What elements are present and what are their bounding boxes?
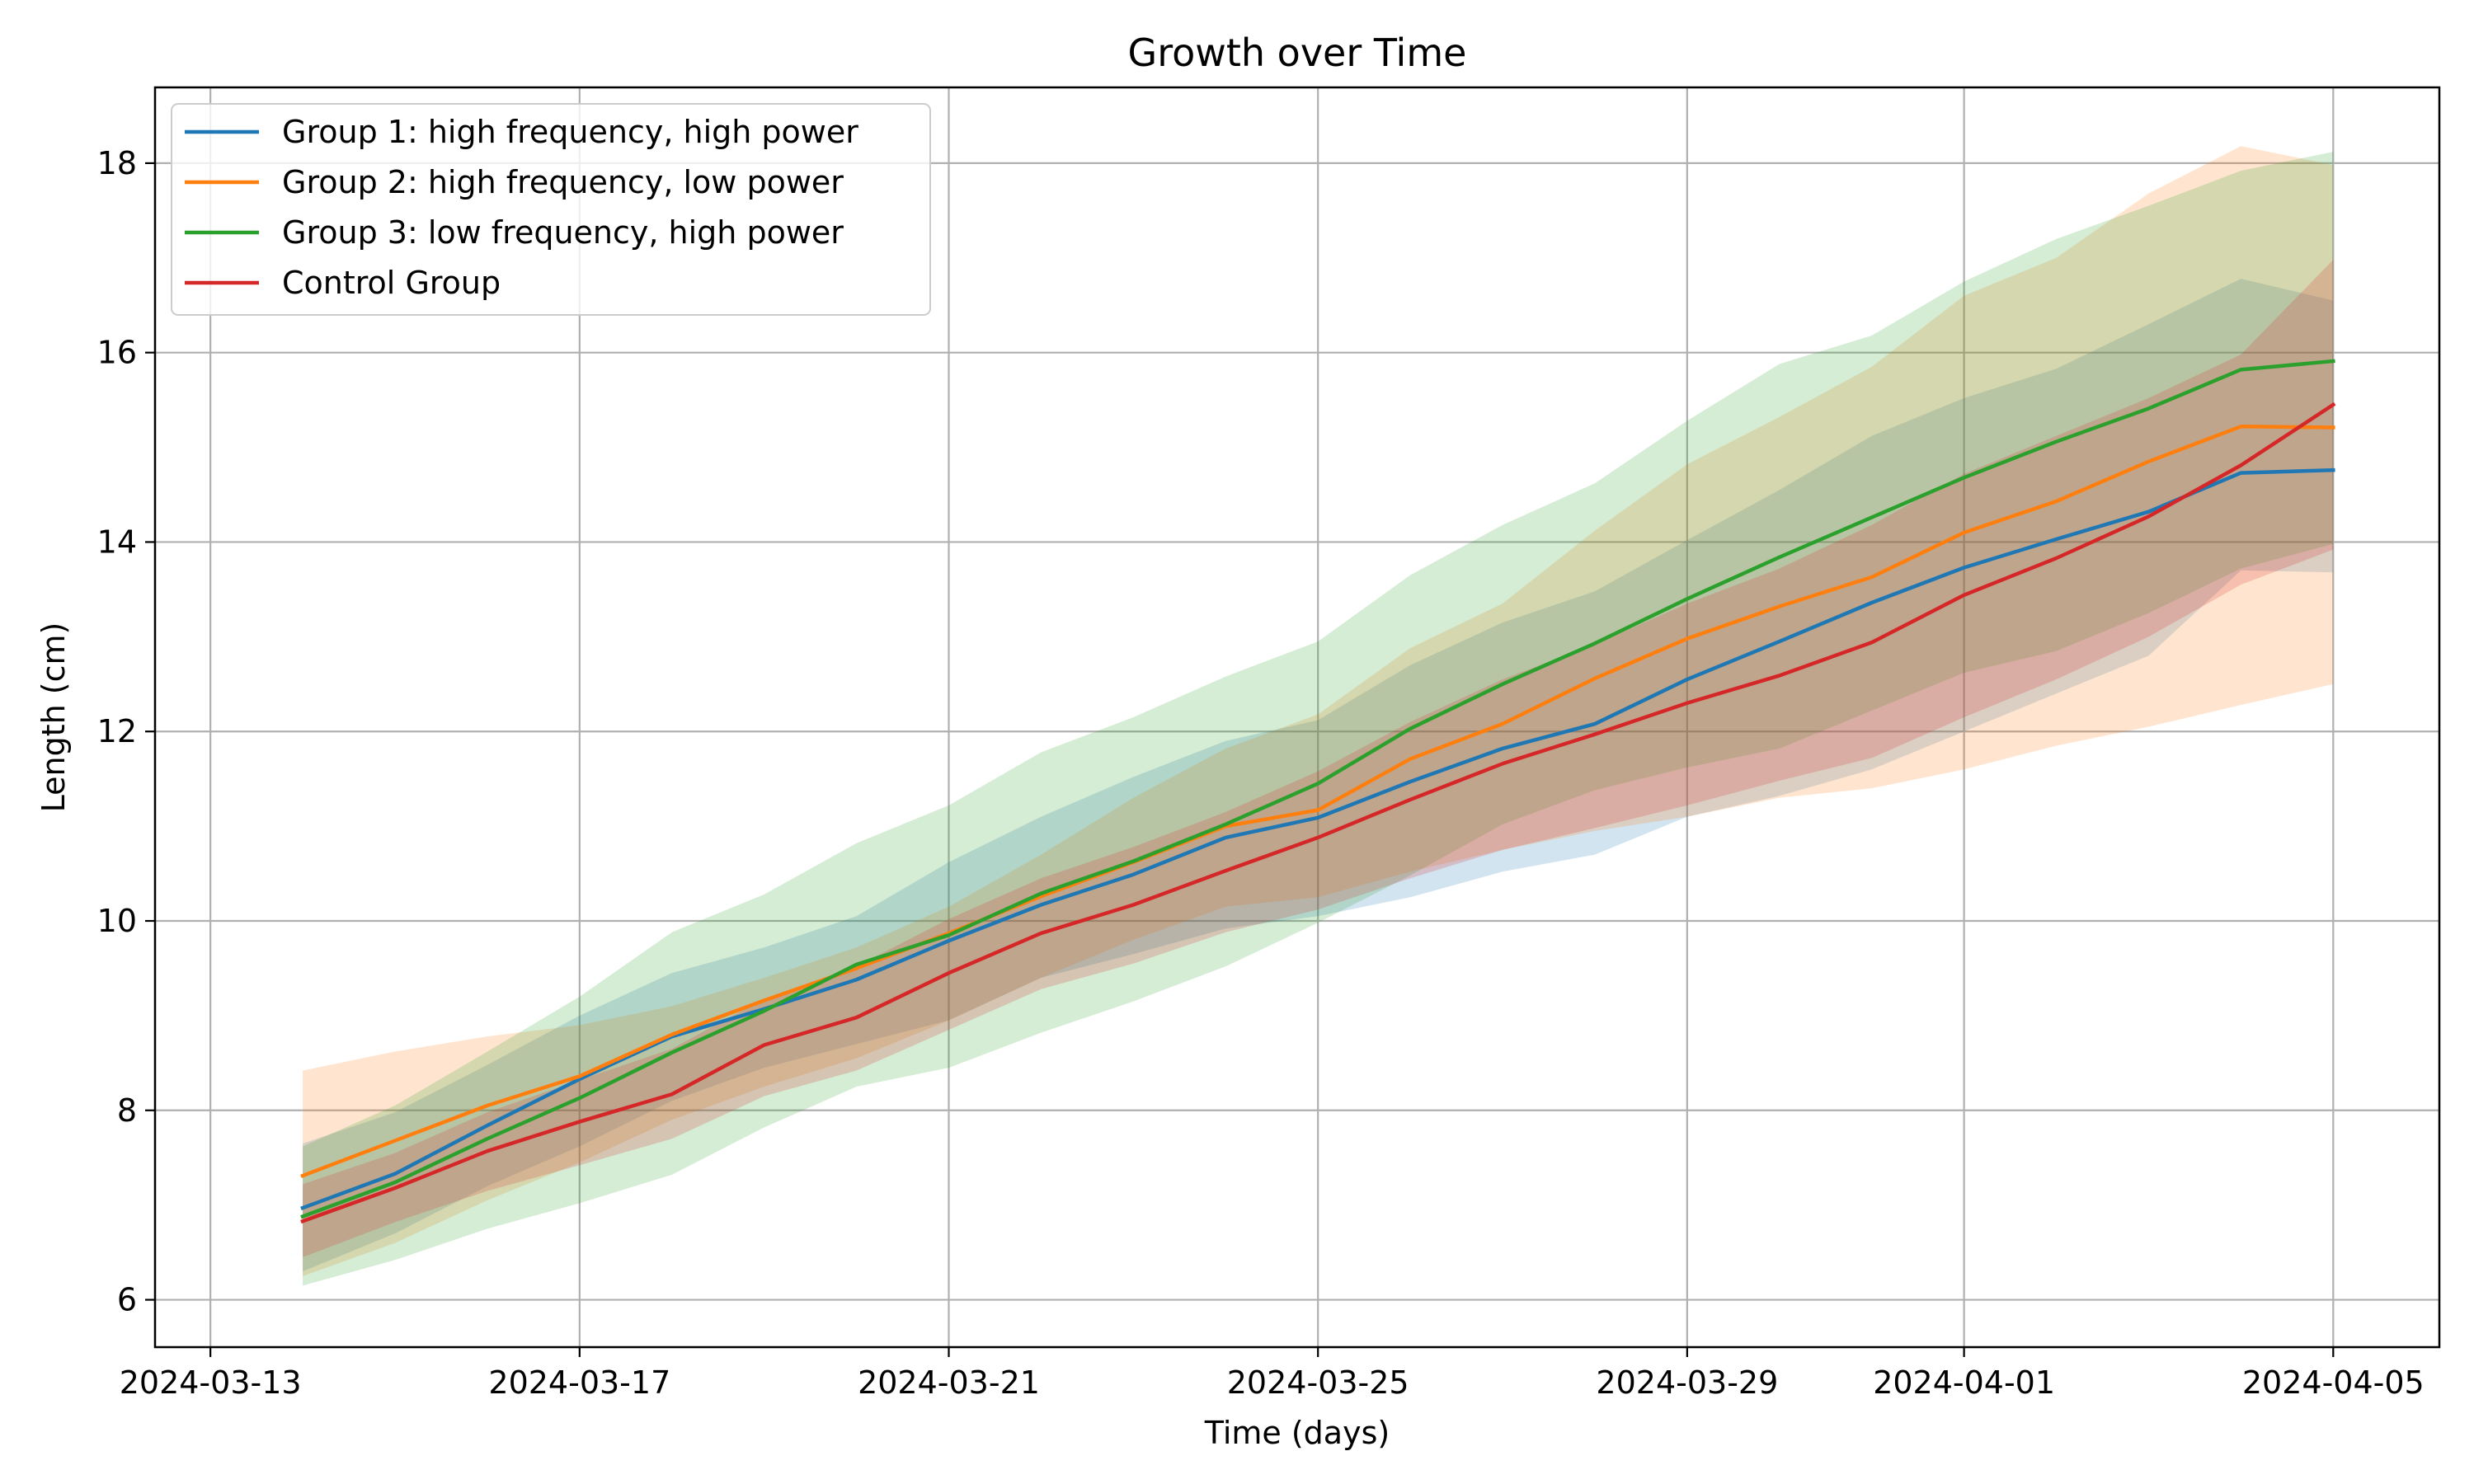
x-tick-label: 2024-03-21 — [858, 1364, 1040, 1401]
y-tick-label: 14 — [97, 524, 137, 560]
series-2-line — [300, 425, 2335, 1178]
y-tick-label: 16 — [97, 335, 137, 371]
x-axis-label: Time (days) — [1204, 1415, 1390, 1451]
legend-label: Group 3: low frequency, high power — [282, 214, 844, 251]
y-axis-label: Length (cm) — [35, 622, 72, 813]
x-tick-label: 2024-04-05 — [2242, 1364, 2425, 1401]
y-tick-label: 10 — [97, 903, 137, 939]
legend-label: Group 1: high frequency, high power — [282, 114, 858, 150]
x-tick-label: 2024-04-01 — [1873, 1364, 2055, 1401]
y-tick-label: 8 — [117, 1092, 137, 1129]
plot-frame — [153, 86, 2441, 1349]
x-tick-label: 2024-03-29 — [1596, 1364, 1778, 1401]
legend: Group 1: high frequency, high power Group… — [171, 103, 931, 316]
x-tick-label: 2024-03-13 — [120, 1364, 302, 1401]
y-tick-label: 12 — [97, 713, 137, 749]
series-4-band — [303, 260, 2334, 1257]
chart-title: Growth over Time — [1128, 31, 1467, 75]
series-1-band — [303, 279, 2334, 1272]
series-3-band — [303, 152, 2334, 1286]
series-lines — [300, 359, 2336, 1224]
legend-box — [171, 103, 931, 316]
axis-ticks: 2024-03-13 2024-03-17 2024-03-21 2024-03-25… — [97, 145, 2425, 1401]
series-3-line — [300, 359, 2335, 1219]
x-tick-label: 2024-03-17 — [488, 1364, 670, 1401]
y-tick-label: 18 — [97, 145, 137, 181]
series-1-line — [300, 467, 2335, 1211]
legend-label: Control Group — [282, 265, 501, 301]
grid — [155, 87, 2439, 1347]
legend-label: Group 2: high frequency, low power — [282, 164, 844, 200]
y-tick-label: 6 — [117, 1282, 137, 1318]
x-tick-label: 2024-03-25 — [1227, 1364, 1409, 1401]
series-4-line — [300, 402, 2336, 1224]
